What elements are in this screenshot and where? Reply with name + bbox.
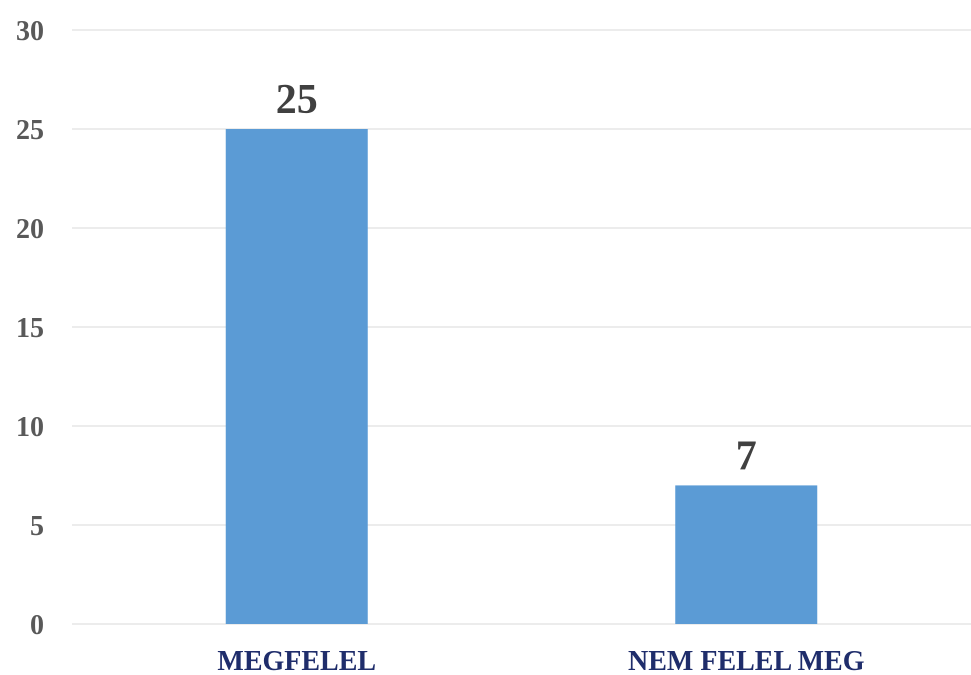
y-tick-label: 5 — [30, 511, 44, 542]
bar-megfelel — [225, 129, 368, 624]
x-tick-label: MEGFELEL — [217, 646, 376, 675]
y-tick-label: 15 — [16, 313, 44, 344]
data-label: 7 — [736, 433, 757, 479]
y-tick-label: 10 — [16, 412, 44, 443]
data-label: 25 — [276, 77, 318, 123]
y-tick-label: 0 — [30, 610, 44, 641]
y-axis-tick-labels: 0 5 10 15 20 25 30 — [16, 16, 44, 641]
y-tick-label: 25 — [16, 115, 44, 146]
bar-nem-felel-meg — [675, 485, 818, 624]
gridlines — [72, 29, 971, 625]
data-labels: 25 7 — [276, 77, 757, 479]
x-axis-tick-labels: MEGFELEL NEM FELEL MEG — [217, 646, 864, 675]
y-tick-label: 30 — [16, 16, 44, 47]
y-tick-label: 20 — [16, 214, 44, 245]
bars — [225, 129, 818, 624]
x-tick-label: NEM FELEL MEG — [628, 646, 865, 675]
